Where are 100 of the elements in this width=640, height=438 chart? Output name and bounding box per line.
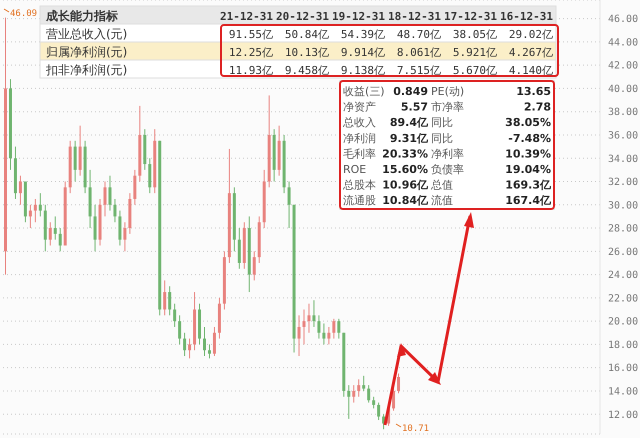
annotation: 毛利率	[343, 147, 376, 160]
annotation: 19.04%	[505, 163, 551, 176]
candlestick	[133, 169, 136, 206]
annotation: 50.84亿	[284, 28, 329, 41]
y-tick-label: 18.00	[608, 340, 638, 351]
annotation: 市净率	[431, 100, 464, 114]
annotation: 总股本	[342, 178, 376, 192]
y-tick-label: 46.00	[608, 14, 638, 26]
annotation: -7.48%	[508, 132, 551, 145]
candlestick	[337, 318, 340, 340]
annotation: 29.02亿	[508, 28, 553, 41]
y-tick-label: 12.00	[608, 410, 638, 421]
annotation: 同比	[431, 116, 453, 130]
y-tick-label: 34.00	[608, 154, 638, 165]
annotation: 归属净利润(元)	[46, 45, 128, 59]
candlestick	[307, 303, 310, 334]
annotation: 46.09	[10, 9, 38, 19]
y-tick-label: 40.00	[608, 84, 638, 95]
candlestick	[302, 309, 306, 345]
annotation: 总值	[430, 178, 453, 192]
annotation: 成长能力指标	[45, 9, 118, 23]
annotation: 4.140亿	[508, 64, 553, 77]
candlestick	[104, 181, 106, 217]
annotation: 12.25亿	[228, 46, 273, 59]
y-tick-label: 28.00	[608, 224, 638, 235]
annotation: 10.96亿	[382, 178, 429, 192]
annotation: 同比	[431, 132, 453, 145]
candlestick	[183, 332, 186, 357]
y-tick-label: 24.00	[608, 270, 638, 282]
annotation: 净利润	[343, 132, 376, 145]
candlestick	[288, 181, 291, 229]
candlestick	[173, 303, 176, 328]
candlestick	[367, 384, 370, 404]
annotation: 13.65	[516, 85, 551, 98]
annotation: 2.78	[524, 100, 551, 114]
annotation: 54.39亿	[340, 28, 385, 41]
annotation: 5.57	[400, 100, 428, 114]
candlestick	[123, 222, 126, 252]
annotation: 流通股	[343, 194, 376, 208]
y-tick-label: 42.00	[608, 60, 638, 72]
candlestick	[163, 280, 166, 316]
annotation: 9.458亿	[284, 64, 329, 77]
y-tick-label: 30.00	[608, 200, 638, 212]
annotation: 5.670亿	[452, 64, 497, 77]
annotation: 89.4亿	[390, 116, 429, 130]
candlestick	[78, 125, 82, 176]
annotation: 20.33%	[382, 147, 428, 160]
candlestick	[252, 250, 256, 281]
annotation: 流值	[431, 194, 453, 208]
y-tick-label: 16.00	[608, 363, 638, 374]
annotation: 167.4亿	[505, 194, 552, 208]
annotation: 21-12-31	[220, 10, 274, 23]
candlestick	[372, 396, 376, 409]
candlestick	[113, 198, 116, 223]
candlestick	[188, 338, 192, 359]
annotation: 48.70亿	[396, 28, 441, 41]
candlestick	[18, 175, 22, 206]
y-tick-label: 44.00	[608, 37, 638, 48]
annotation: 11.93亿	[228, 64, 273, 77]
annotation: 负债率	[431, 163, 464, 176]
annotation: 19-12-31	[332, 10, 386, 23]
candlestick	[327, 326, 330, 345]
annotation: ROE	[343, 163, 366, 176]
annotation: 38.05%	[505, 116, 551, 130]
candlestick	[108, 175, 112, 212]
candlestick	[317, 314, 320, 340]
annotation: 扣非净利润(元)	[45, 63, 128, 77]
annotation: 总收入	[342, 116, 376, 130]
candlestick	[357, 378, 360, 398]
annotation: 净资产	[343, 100, 376, 114]
annotation: 7.515亿	[396, 64, 441, 77]
candlestick	[28, 204, 32, 229]
candlestick	[377, 402, 380, 421]
candlestick	[178, 314, 182, 345]
candlestick	[238, 228, 241, 270]
candlestick	[322, 322, 326, 345]
candlestick	[34, 198, 37, 223]
annotation: 91.55亿	[228, 28, 273, 41]
candlestick	[118, 210, 122, 246]
annotation: 20-12-31	[276, 10, 330, 23]
candlestick	[54, 216, 57, 240]
candlestick	[168, 286, 172, 316]
candlestick	[212, 326, 216, 357]
candlestick	[347, 384, 350, 420]
candlestick	[48, 222, 52, 246]
annotation: 9.31亿	[390, 132, 429, 145]
candlestick	[148, 158, 152, 194]
annotation: 营业总收入(元)	[46, 27, 128, 41]
y-tick-label: 22.00	[608, 293, 638, 304]
y-tick-label: 32.00	[608, 177, 638, 188]
candlestick	[58, 228, 62, 252]
candlestick	[94, 204, 97, 252]
annotation: 净利率	[431, 147, 464, 160]
annotation: 16-12-31	[500, 10, 554, 23]
annotation: 9.138亿	[340, 64, 385, 77]
annotation: 收益(三)	[343, 85, 385, 98]
annotation: 10.84亿	[382, 194, 429, 208]
annotation: 10.39%	[505, 147, 551, 160]
candlestick	[298, 314, 301, 357]
candlestick	[74, 140, 77, 182]
